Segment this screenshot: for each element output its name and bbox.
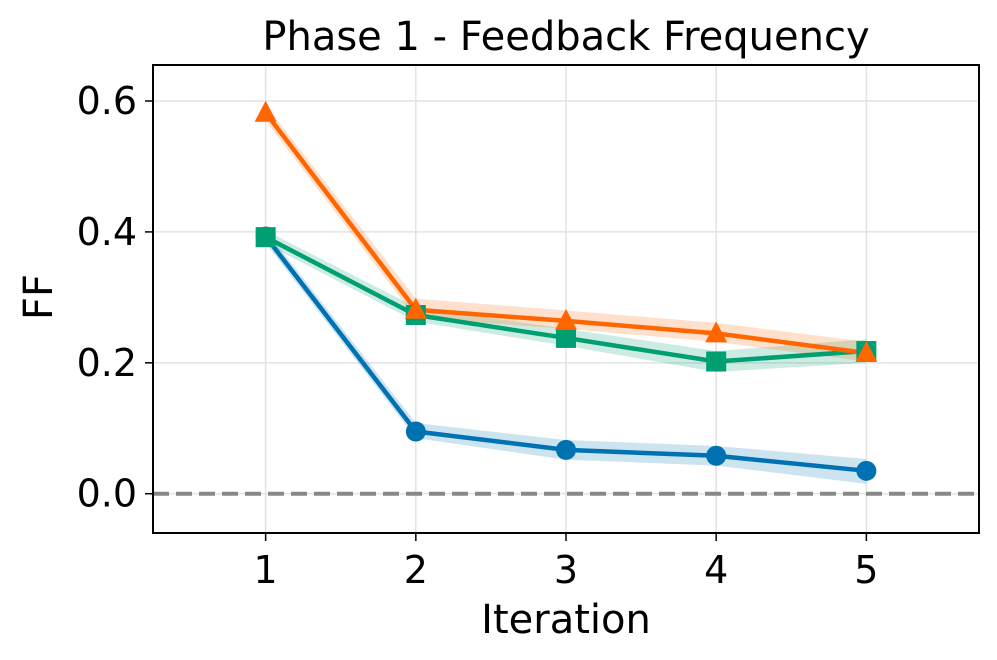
grid — [153, 65, 979, 533]
x-tick-label: 1 — [254, 548, 278, 592]
series-orange-point-2 — [404, 297, 427, 319]
y-axis-ticks: 0.0 0.2 0.4 0.6 — [77, 79, 153, 516]
y-tick-label: 0.4 — [77, 210, 137, 254]
x-axis-ticks: 1 2 3 4 5 — [254, 533, 878, 592]
x-tick-label: 4 — [704, 548, 728, 592]
y-tick-label: 0.6 — [77, 79, 137, 123]
series-blue-band — [265, 229, 867, 484]
x-tick-label: 3 — [554, 548, 578, 592]
x-tick-label: 2 — [404, 548, 428, 592]
series-blue-point-5 — [856, 460, 877, 481]
series-blue-point-2 — [405, 421, 426, 442]
series-orange-point-5 — [855, 341, 878, 362]
series-orange-band — [265, 104, 867, 362]
series-orange-point-3 — [555, 308, 577, 330]
chart-title: Phase 1 - Feedback Frequency — [262, 14, 869, 60]
series-green-point-1 — [255, 227, 276, 248]
series-green-point-4 — [706, 351, 727, 372]
series-blue-point-3 — [556, 439, 576, 460]
series-blue-point-4 — [706, 445, 727, 466]
y-axis-label: FF — [16, 274, 62, 320]
series-green-point-3 — [556, 327, 576, 348]
x-tick-label: 5 — [854, 548, 878, 592]
series-orange-point-4 — [705, 321, 728, 343]
series-orange-point-1 — [254, 100, 277, 122]
y-tick-label: 0.0 — [77, 472, 137, 516]
series-markers — [254, 100, 878, 481]
y-tick-label: 0.2 — [77, 341, 137, 385]
x-axis-label: Iteration — [481, 597, 651, 643]
